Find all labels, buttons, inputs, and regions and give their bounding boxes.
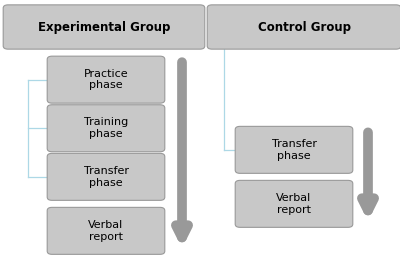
Text: Training
phase: Training phase <box>84 117 128 139</box>
Text: Control Group: Control Group <box>258 21 350 33</box>
FancyBboxPatch shape <box>47 105 165 152</box>
Text: Experimental Group: Experimental Group <box>38 21 170 33</box>
FancyBboxPatch shape <box>47 56 165 103</box>
FancyBboxPatch shape <box>235 126 353 173</box>
FancyBboxPatch shape <box>3 5 205 49</box>
FancyBboxPatch shape <box>235 180 353 227</box>
FancyBboxPatch shape <box>47 207 165 254</box>
Text: Transfer
phase: Transfer phase <box>84 166 128 188</box>
Text: Transfer
phase: Transfer phase <box>272 139 316 161</box>
FancyBboxPatch shape <box>207 5 400 49</box>
Text: Verbal
report: Verbal report <box>88 220 124 242</box>
FancyBboxPatch shape <box>47 153 165 200</box>
Text: Practice
phase: Practice phase <box>84 69 128 90</box>
Text: Verbal
report: Verbal report <box>276 193 312 215</box>
